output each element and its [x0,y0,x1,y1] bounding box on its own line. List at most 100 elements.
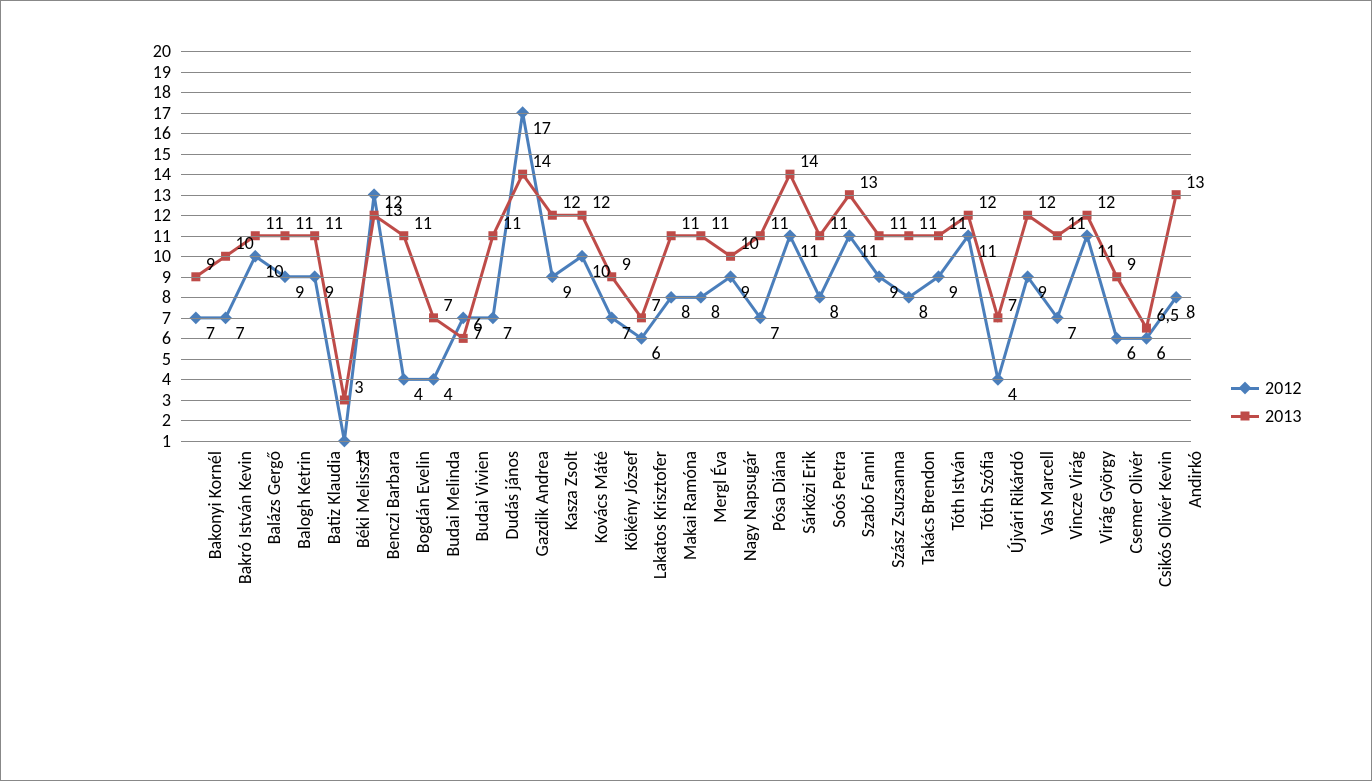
x-tick-label: Újvári Rikárdó [1006,451,1028,553]
series-line-2013 [196,174,1176,400]
gridline [181,400,1191,401]
data-label: 9 [206,253,215,275]
marker-2013 [1142,324,1151,333]
x-tick-label: Pósa Diána [768,451,790,531]
data-label: 11 [1067,212,1085,234]
data-label: 9 [949,281,958,303]
gridline [181,92,1191,93]
y-tick-label: 6 [141,327,171,349]
data-label: 11 [1097,240,1115,262]
data-label: 12 [384,191,402,213]
data-label: 11 [770,212,788,234]
data-label: 4 [1008,383,1017,405]
x-tick-label: Makai Ramóna [679,451,701,560]
data-label: 9 [889,281,898,303]
x-tick-label: Balogh Ketrin [293,451,315,549]
x-tick-label: Benczi Barbara [382,451,404,559]
y-tick-label: 10 [141,245,171,267]
gridline [181,359,1191,360]
data-label: 12 [1097,191,1115,213]
x-tick-label: Kovács Máté [590,451,612,543]
data-label: 12 [592,191,610,213]
data-label: 11 [830,212,848,234]
y-tick-label: 7 [141,307,171,329]
x-tick-label: Csemer Olivér [1125,451,1147,554]
x-tick-label: Tóth István [947,451,969,531]
y-tick-label: 4 [141,368,171,390]
data-label: 10 [741,232,759,254]
legend-line-icon [1231,387,1259,390]
data-label: 6 [1127,342,1136,364]
data-label: 7 [1067,322,1076,344]
gridline [181,256,1191,257]
y-tick-label: 15 [141,143,171,165]
data-label: 11 [265,212,283,234]
data-label: 11 [325,212,343,234]
legend-item-2012: 2012 [1231,377,1302,399]
data-label: 4 [414,383,423,405]
data-label: 10 [265,260,283,282]
data-label: 11 [859,240,877,262]
data-label: 7 [1008,294,1017,316]
y-tick-label: 17 [141,102,171,124]
data-label: 9 [622,253,631,275]
x-tick-label: Kasza Zsolt [560,451,582,530]
data-label: 4 [444,383,453,405]
data-label: 9 [741,281,750,303]
data-label: 13 [1186,171,1204,193]
data-label: 7 [236,322,245,344]
x-tick-label: Virág György [1095,451,1117,544]
x-tick-label: Takács Brendon [917,451,939,565]
y-tick-label: 19 [141,61,171,83]
gridline [181,133,1191,134]
y-tick-label: 14 [141,163,171,185]
gridline [181,277,1191,278]
x-tick-label: Szabó Fanni [857,451,879,537]
y-tick-label: 2 [141,409,171,431]
x-tick-label: Vas Marcell [1036,451,1058,535]
x-tick-label: Kökény József [620,451,642,551]
data-label: 8 [1186,301,1195,323]
y-tick-label: 3 [141,389,171,411]
x-tick-label: Bakró István Kevin [234,451,256,584]
legend-item-2013: 2013 [1231,405,1302,427]
data-label: 11 [800,240,818,262]
x-tick-label: Batiz Klaudia [323,451,345,544]
gridline [181,72,1191,73]
legend: 2012 2013 [1231,371,1302,433]
data-label: 13 [859,171,877,193]
y-tick-label: 9 [141,266,171,288]
gridline [181,113,1191,114]
x-tick-label: Balázs Gergő [263,451,285,544]
data-label: 9 [1127,253,1136,275]
data-label: 11 [295,212,313,234]
y-tick-label: 8 [141,286,171,308]
x-tick-label: Vincze Virág [1065,451,1087,540]
gridline [181,174,1191,175]
y-tick-label: 18 [141,81,171,103]
x-tick-label: Sárközi Erik [798,451,820,534]
x-tick-label: Andirkó [1184,451,1206,508]
data-label: 17 [533,117,551,139]
data-label: 8 [919,301,928,323]
x-tick-label: Tóth Szófia [976,451,998,530]
data-label: 11 [681,212,699,234]
data-label: 6 [651,342,660,364]
data-label: 9 [295,281,304,303]
data-label: 11 [949,212,967,234]
chart-svg [1,1,1372,782]
data-label: 6 [1156,342,1165,364]
x-tick-label: Csikós Olivér Kevin [1154,451,1176,587]
data-label: 7 [503,322,512,344]
gridline [181,420,1191,421]
data-label: 10 [236,232,254,254]
data-label: 11 [414,212,432,234]
x-tick-label: Szász Zsuzsanna [887,451,909,568]
y-tick-label: 13 [141,184,171,206]
data-label: 11 [978,240,996,262]
legend-line-icon [1231,415,1259,418]
data-label: 10 [592,260,610,282]
data-label: 12 [1038,191,1056,213]
data-label: 7 [770,322,779,344]
x-tick-label: Bogdán Evelin [412,451,434,553]
